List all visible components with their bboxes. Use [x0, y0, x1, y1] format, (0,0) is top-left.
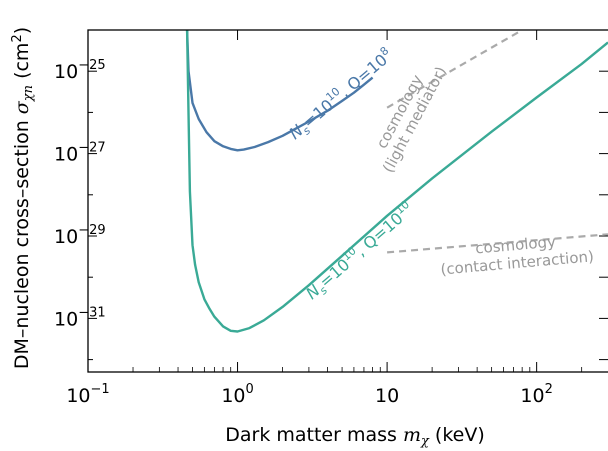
x-tick-label: 100 — [221, 382, 253, 407]
y-tick-label: 10−31 — [54, 305, 106, 330]
y-tick-label: 10−29 — [54, 223, 106, 248]
y-axis-label: DM–nucleon cross–section σχn (cm2) — [10, 27, 36, 369]
x-tick-label: 10−1 — [66, 382, 109, 407]
plot-frame — [87, 29, 608, 373]
series-layer — [185, 30, 608, 333]
tick-labels: 10−1 100 10 102 10−25 10−27 10−29 10−31 — [54, 58, 553, 407]
y-tick-label: 10−27 — [54, 141, 106, 166]
y-tick-label: 10−25 — [54, 58, 106, 83]
series-line-1 — [185, 30, 608, 333]
series-line-0 — [185, 30, 374, 152]
x-tick-label: 102 — [520, 382, 552, 407]
x-axis-label: Dark matter mass mχ (keV) — [225, 424, 485, 449]
series-line-2 — [386, 30, 523, 109]
x-tick-label: 10 — [375, 385, 399, 407]
series-line-3 — [387, 233, 608, 254]
